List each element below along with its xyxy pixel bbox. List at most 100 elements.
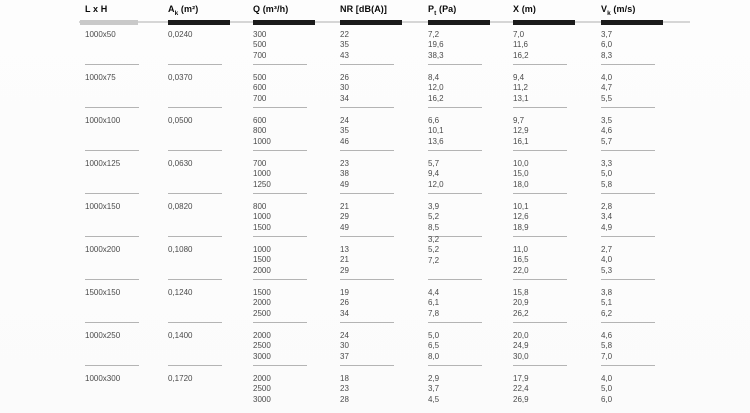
cell-ak: 0,1080 bbox=[168, 240, 253, 283]
cell-lines: 0,1240 bbox=[168, 288, 253, 298]
cell-value: 16,2 bbox=[428, 93, 444, 103]
cell-value: 0,1720 bbox=[168, 374, 193, 383]
cell-value: 4,7 bbox=[601, 83, 613, 93]
cell-value: 11,6 bbox=[513, 40, 528, 50]
cell-value: 3,7 bbox=[428, 384, 440, 394]
cell-value: 8,4 bbox=[428, 73, 440, 82]
cell-value: 5,0 bbox=[601, 169, 613, 179]
group-separator bbox=[253, 322, 307, 323]
group-separator bbox=[340, 64, 394, 65]
group-separator bbox=[85, 193, 139, 194]
cell-lines: 22 35 43 bbox=[340, 30, 428, 61]
cell-lines: 18 23 28 bbox=[340, 374, 428, 405]
cell-value: 1000x150 bbox=[85, 202, 121, 211]
column-header-unit: (m/s) bbox=[610, 4, 636, 14]
cell-ak: 0,1720 bbox=[168, 369, 253, 412]
column-header-label: A bbox=[168, 4, 175, 14]
cell-lines: 7,0 11,6 16,2 bbox=[513, 30, 601, 61]
group-separator bbox=[601, 64, 655, 65]
group-separator bbox=[340, 365, 394, 366]
cell-value: 24,9 bbox=[513, 341, 529, 351]
cell-value: 46 bbox=[340, 136, 349, 146]
cell-lines: 1000x200 bbox=[85, 245, 168, 255]
cell-nr: 19 26 34 bbox=[340, 283, 428, 326]
cell-value: 6,1 bbox=[428, 298, 440, 308]
column-header-subscript: t bbox=[434, 9, 437, 17]
cell-value: 5,5 bbox=[601, 93, 613, 103]
cell-value: 19,6 bbox=[428, 40, 444, 50]
cell-lines: 800 1000 1500 bbox=[253, 202, 340, 233]
cell-value: 5,7 bbox=[601, 136, 613, 146]
cell-value: 12,0 bbox=[428, 83, 444, 93]
cell-lines: 10,1 12,6 18,9 bbox=[513, 202, 601, 233]
cell-lines: 24 30 37 bbox=[340, 331, 428, 362]
cell-vk: 3,5 4,6 5,7 bbox=[601, 111, 690, 154]
table-row-group: 1000x250 0,1400 2000 2500 3000 24 30 37 5,0 6… bbox=[85, 326, 690, 369]
cell-lines: 3,3 5,0 5,8 bbox=[601, 159, 690, 190]
cell-lines: 1000x75 bbox=[85, 73, 168, 83]
cell-value: 18,0 bbox=[513, 179, 529, 189]
cell-q: 1500 2000 2500 bbox=[253, 283, 340, 326]
cell-value: 34 bbox=[340, 93, 349, 103]
group-separator bbox=[428, 150, 482, 151]
cell-size: 1000x200 bbox=[85, 240, 168, 283]
cell-lines: 1000x300 bbox=[85, 374, 168, 384]
cell-ak: 0,0240 bbox=[168, 25, 253, 68]
cell-value: 21 bbox=[340, 202, 349, 211]
group-separator bbox=[253, 193, 307, 194]
cell-q: 500 600 700 bbox=[253, 68, 340, 111]
cell-value: 7,0 bbox=[513, 30, 525, 39]
cell-value: 17,9 bbox=[513, 374, 529, 383]
cell-value: 7,8 bbox=[428, 308, 440, 318]
cell-size: 1000x250 bbox=[85, 326, 168, 369]
cell-value: 0,0500 bbox=[168, 116, 193, 125]
cell-value: 13,1 bbox=[513, 93, 529, 103]
cell-value: 3,8 bbox=[601, 288, 613, 297]
cell-lines: 9,4 11,2 13,1 bbox=[513, 73, 601, 104]
cell-value: 1500 bbox=[253, 222, 271, 232]
cell-value: 3,5 bbox=[601, 116, 613, 125]
group-separator bbox=[513, 64, 567, 65]
cell-value: 2,8 bbox=[601, 202, 613, 211]
cell-value: 3,2 bbox=[428, 235, 440, 244]
cell-value: 35 bbox=[340, 40, 349, 50]
group-separator bbox=[428, 64, 482, 65]
group-separator bbox=[85, 64, 139, 65]
cell-value: 800 bbox=[253, 126, 267, 136]
cell-pt: 3,2 5,2 7,2 bbox=[428, 235, 513, 283]
cell-lines: 9,7 12,9 16,1 bbox=[513, 116, 601, 147]
group-separator bbox=[253, 107, 307, 108]
cell-value: 1000 bbox=[253, 212, 271, 222]
cell-lines: 13 21 29 bbox=[340, 245, 428, 276]
cell-size: 1000x50 bbox=[85, 25, 168, 68]
cell-value: 1000x250 bbox=[85, 331, 121, 340]
cell-nr: 22 35 43 bbox=[340, 25, 428, 68]
cell-value: 3,4 bbox=[601, 212, 613, 222]
cell-lines: 1000x50 bbox=[85, 30, 168, 40]
cell-q: 300 500 700 bbox=[253, 25, 340, 68]
cell-value: 1000x100 bbox=[85, 116, 121, 125]
group-separator bbox=[513, 279, 567, 280]
cell-lines: 700 1000 1250 bbox=[253, 159, 340, 190]
cell-value: 4,6 bbox=[601, 126, 613, 136]
cell-value: 30 bbox=[340, 83, 349, 93]
column-header-label: X bbox=[513, 4, 520, 14]
cell-vk: 4,0 4,7 5,5 bbox=[601, 68, 690, 111]
group-separator bbox=[601, 236, 655, 237]
cell-value: 9,4 bbox=[428, 169, 440, 179]
cell-value: 37 bbox=[340, 351, 349, 361]
cell-lines: 2,7 4,0 5,3 bbox=[601, 245, 690, 276]
cell-value: 13,6 bbox=[428, 136, 444, 146]
cell-lines: 15,8 20,9 26,2 bbox=[513, 288, 601, 319]
cell-value: 4,4 bbox=[428, 288, 440, 297]
cell-value: 5,7 bbox=[428, 159, 440, 168]
cell-value: 16,5 bbox=[513, 255, 529, 265]
cell-value: 500 bbox=[253, 73, 267, 82]
cell-lines: 21 29 49 bbox=[340, 202, 428, 233]
cell-value: 7,2 bbox=[428, 255, 440, 265]
group-separator bbox=[85, 236, 139, 237]
cell-lines: 23 38 49 bbox=[340, 159, 428, 190]
cell-value: 23 bbox=[340, 159, 349, 168]
cell-lines: 3,5 4,6 5,7 bbox=[601, 116, 690, 147]
cell-size: 1000x300 bbox=[85, 369, 168, 412]
